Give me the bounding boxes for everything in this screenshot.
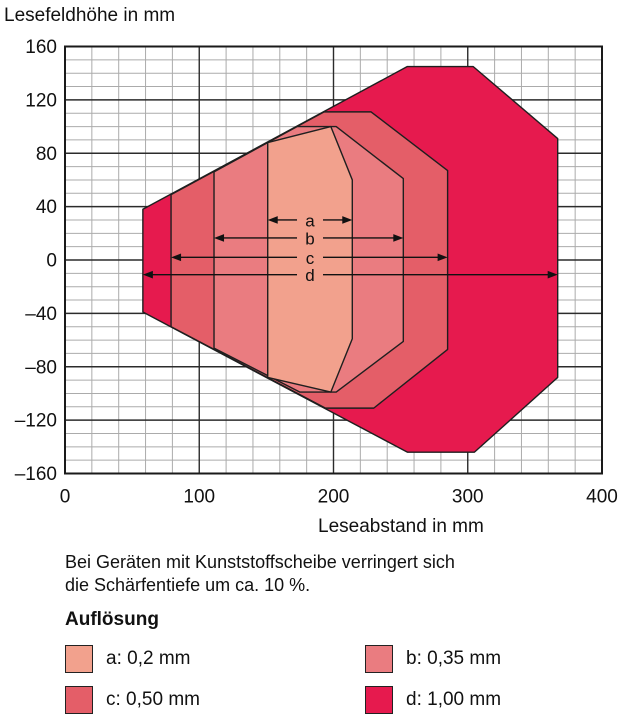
arrowhead-right <box>393 234 404 242</box>
x-tick-label: 100 <box>183 487 215 508</box>
legend-swatch-c <box>65 686 93 714</box>
arrowhead-right <box>342 216 353 224</box>
arrow-label-b: b <box>305 229 314 248</box>
x-tick-label: 0 <box>60 487 71 508</box>
legend-swatch-b <box>365 645 393 673</box>
arrowhead-left <box>142 270 153 279</box>
plot-border <box>64 45 603 475</box>
note-line-2: die Schärfentiefe um ca. 10 %. <box>65 575 311 595</box>
y-tick-label: 120 <box>25 90 57 111</box>
arrowhead-left <box>267 216 278 224</box>
x-tick-label: 400 <box>586 487 618 508</box>
arrowhead-left <box>214 234 225 242</box>
arrow-label-d: d <box>305 266 314 285</box>
x-tick-label: 300 <box>452 487 484 508</box>
arrowhead-right <box>547 270 558 279</box>
field-polygon-a <box>267 125 353 393</box>
y-tick-label: –80 <box>25 357 57 378</box>
y-axis-title: Lesefeldhöhe in mm <box>4 5 176 26</box>
legend-label-c: c: 0,50 mm <box>106 689 200 710</box>
y-tick-label: –120 <box>15 411 57 432</box>
arrowhead-left <box>171 253 182 262</box>
legend-label-d: d: 1,00 mm <box>406 689 502 710</box>
y-tick-label: 80 <box>36 144 57 165</box>
legend-item-b: b: 0,35 mm <box>365 645 501 673</box>
x-axis-label: Leseabstand in mm <box>318 516 484 537</box>
legend-item-c: c: 0,50 mm <box>65 686 365 714</box>
legend-swatch-a <box>65 645 93 673</box>
y-tick-label: –160 <box>15 464 57 485</box>
legend-item-a: a: 0,2 mm <box>65 645 365 673</box>
legend: a: 0,2 mm b: 0,35 mm c: 0,50 mm d: 1,00 … <box>65 645 501 714</box>
note-text: Bei Geräten mit Kunststoffscheibe verrin… <box>65 551 455 597</box>
legend-item-d: d: 1,00 mm <box>365 686 501 714</box>
y-tick-label: –40 <box>25 304 57 325</box>
y-tick-label: 0 <box>46 251 57 272</box>
note-line-1: Bei Geräten mit Kunststoffscheibe verrin… <box>65 552 455 572</box>
legend-label-b: b: 0,35 mm <box>406 648 502 669</box>
x-tick-label: 200 <box>318 487 350 508</box>
arrow-label-a: a <box>305 211 315 230</box>
y-tick-label: 40 <box>36 197 57 218</box>
legend-heading: Auflösung <box>65 609 159 630</box>
legend-label-a: a: 0,2 mm <box>106 648 191 669</box>
arrowhead-right <box>437 253 448 262</box>
y-tick-label: 160 <box>25 37 57 58</box>
arrow-label-c: c <box>306 249 315 268</box>
legend-swatch-d <box>365 686 393 714</box>
